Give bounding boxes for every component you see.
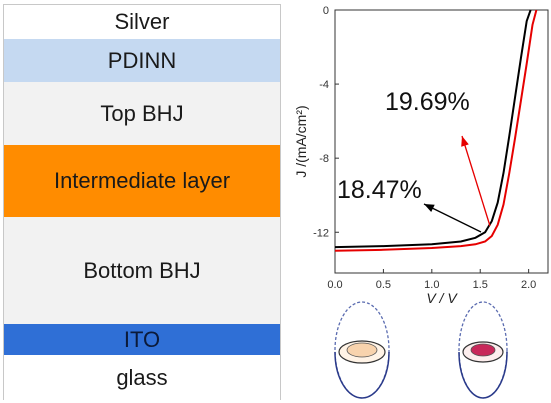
device-layer-stack: Silver PDINN Top BHJ Intermediate layer …	[3, 4, 281, 401]
layer-label: Bottom BHJ	[83, 257, 201, 283]
series-line-black	[334, 9, 532, 249]
x-tick-label: 0.5	[376, 279, 391, 291]
x-tick-label: 2.0	[521, 279, 536, 291]
layer-top-bhj: Top BHJ	[4, 82, 280, 146]
arrow-red	[461, 135, 491, 227]
y-tick-label: -12	[313, 227, 329, 239]
layer-bottom-bhj: Bottom BHJ	[4, 217, 280, 324]
layer-label: glass	[116, 365, 168, 390]
jv-chart: 0.0 0.5 1.0 1.5 2.0 0 -4 -8 -12 V / V J /(mA/cm²) 1…	[293, 5, 549, 399]
x-tick-label: 0.0	[327, 279, 342, 291]
layer-glass: glass	[4, 355, 280, 401]
arrow-red-head	[461, 136, 469, 147]
arrow-black	[423, 203, 482, 233]
layer-label: PDINN	[107, 47, 177, 73]
y-tick-label: 0	[323, 5, 329, 17]
arrow-black-head	[424, 204, 435, 212]
x-tick-label: 1.0	[424, 279, 439, 291]
cell-illustration-right	[458, 301, 508, 399]
y-tick-label: -8	[319, 153, 329, 165]
x-tick-label: 1.5	[473, 279, 488, 291]
series-line-red	[334, 9, 538, 252]
y-tick-label: -4	[319, 79, 329, 91]
annotation-efficiency-black: 18.47%	[337, 176, 422, 204]
layer-label: Intermediate layer	[53, 168, 231, 193]
layer-label: ITO	[123, 326, 161, 352]
layer-label: Silver	[114, 9, 170, 34]
cell-illustration-left	[334, 301, 390, 399]
layer-pdinn: PDINN	[4, 39, 280, 82]
y-axis-label: J /(mA/cm²)	[293, 105, 309, 177]
layer-silver: Silver	[4, 5, 280, 39]
layer-intermediate: Intermediate layer	[4, 145, 280, 217]
layer-label: Top BHJ	[100, 101, 184, 126]
annotation-efficiency-red: 19.69%	[385, 88, 470, 116]
layer-ito: ITO	[4, 324, 280, 355]
x-axis-label: V / V	[426, 290, 458, 306]
plot-area: 0.0 0.5 1.0 1.5 2.0 0 -4 -8 -12 V / V J /(mA/cm²) 1…	[293, 5, 549, 306]
plot-frame	[334, 9, 549, 274]
